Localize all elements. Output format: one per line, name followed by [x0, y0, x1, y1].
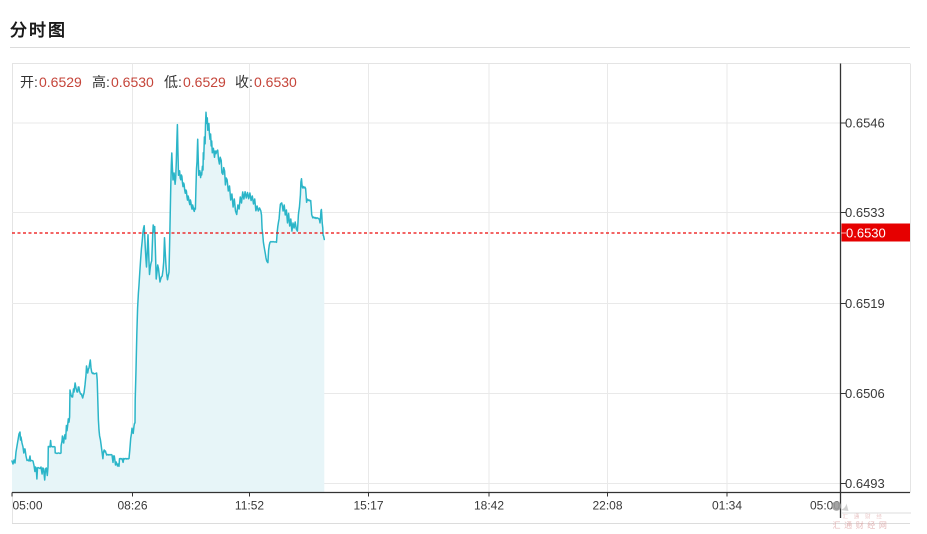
svg-text:汇通财经网: 汇通财经网 — [833, 520, 891, 530]
svg-text:15:17: 15:17 — [353, 499, 383, 513]
svg-text:0.6493: 0.6493 — [845, 476, 885, 491]
svg-text:22:08: 22:08 — [592, 499, 622, 513]
svg-text:11:52: 11:52 — [235, 499, 264, 513]
svg-text:0.6506: 0.6506 — [845, 386, 885, 401]
svg-text:05:00: 05:00 — [13, 499, 43, 513]
svg-text:0.6546: 0.6546 — [845, 116, 885, 131]
svg-text:0.6530: 0.6530 — [846, 226, 886, 241]
svg-text:05:00: 05:00 — [810, 499, 840, 513]
svg-text:08:26: 08:26 — [117, 499, 147, 513]
svg-text:0.6519: 0.6519 — [845, 296, 885, 311]
svg-text:汇通财经: 汇通财经 — [843, 513, 888, 521]
svg-text:0.6533: 0.6533 — [845, 205, 885, 220]
svg-text:18:42: 18:42 — [474, 499, 504, 513]
svg-text:01:34: 01:34 — [712, 499, 742, 513]
